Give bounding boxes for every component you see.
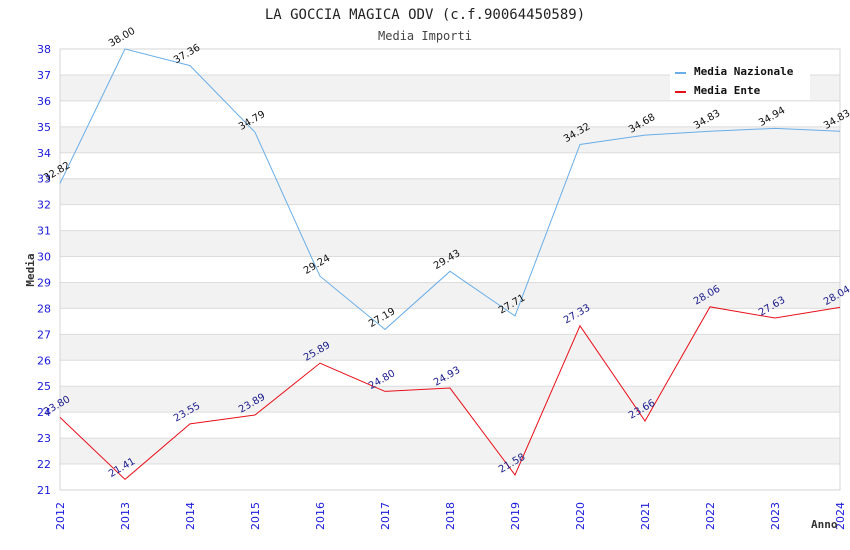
x-tick-label: 2015 xyxy=(249,502,262,530)
y-tick-label: 31 xyxy=(37,225,51,238)
x-tick-label: 2016 xyxy=(314,502,327,530)
legend-background xyxy=(670,62,810,100)
y-tick-label: 23 xyxy=(37,432,51,445)
legend-label-media-nazionale: Media Nazionale xyxy=(694,65,794,78)
grid-band xyxy=(60,178,840,205)
y-tick-label: 24 xyxy=(37,406,51,419)
y-tick-label: 38 xyxy=(37,43,51,56)
x-tick-label: 2017 xyxy=(379,502,392,530)
series-line-media-nazionale xyxy=(59,48,841,331)
data-label: 38.00 xyxy=(107,26,137,50)
grid-band xyxy=(60,100,840,127)
x-tick-label: 2019 xyxy=(509,502,522,530)
y-tick-label: 25 xyxy=(37,380,51,393)
x-tick-label: 2022 xyxy=(704,502,717,530)
legend: Media Nazionale Media Ente xyxy=(670,62,810,100)
x-tick-label: 2013 xyxy=(119,502,132,530)
y-axis-ticks: 21 22 23 24 25 26 27 28 29 30 31 32 33 34 35 36 37 38 xyxy=(37,43,51,497)
y-tick-label: 26 xyxy=(37,354,51,367)
x-tick-label: 2014 xyxy=(184,502,197,530)
x-tick-label: 2018 xyxy=(444,502,457,530)
y-tick-label: 37 xyxy=(37,69,51,82)
series-lines xyxy=(59,48,841,481)
grid-band xyxy=(60,464,840,490)
grid-band xyxy=(60,386,840,413)
grid-band xyxy=(60,204,840,231)
y-tick-label: 34 xyxy=(37,147,51,160)
chart-title: LA GOCCIA MAGICA ODV (c.f.90064450589) xyxy=(265,7,585,23)
plot-frame xyxy=(59,48,841,491)
grid-band xyxy=(60,282,840,309)
x-tick-label: 2021 xyxy=(639,502,652,530)
x-tick-label: 2012 xyxy=(54,502,67,530)
y-tick-label: 32 xyxy=(37,199,51,212)
grid-band xyxy=(60,334,840,361)
y-tick-label: 22 xyxy=(37,458,51,471)
chart-subtitle: Media Importi xyxy=(378,29,472,43)
grid-band xyxy=(60,256,840,283)
grid-band xyxy=(60,152,840,179)
y-tick-label: 27 xyxy=(37,328,51,341)
grid-band xyxy=(60,438,840,465)
x-tick-label: 2020 xyxy=(574,502,587,530)
y-tick-label: 28 xyxy=(37,302,51,315)
y-axis-label: Media xyxy=(24,253,37,286)
y-tick-label: 35 xyxy=(37,121,51,134)
grid-band xyxy=(60,412,840,439)
y-tick-label: 36 xyxy=(37,95,51,108)
legend-label-media-ente: Media Ente xyxy=(694,84,761,97)
grid-band xyxy=(60,230,840,257)
grid-band xyxy=(60,308,840,335)
x-axis-label: Anno xyxy=(811,518,838,531)
x-axis-ticks: 2012 2013 2014 2015 2016 2017 2018 2019 2020 2021… xyxy=(54,502,847,530)
y-tick-label: 21 xyxy=(37,484,51,497)
x-tick-label: 2024 xyxy=(834,502,847,530)
series-line-media-ente xyxy=(59,306,841,481)
y-tick-label: 29 xyxy=(37,276,51,289)
x-tick-label: 2023 xyxy=(769,502,782,530)
y-tick-label: 33 xyxy=(37,173,51,186)
y-tick-label: 30 xyxy=(37,251,51,264)
grid-band xyxy=(60,360,840,387)
